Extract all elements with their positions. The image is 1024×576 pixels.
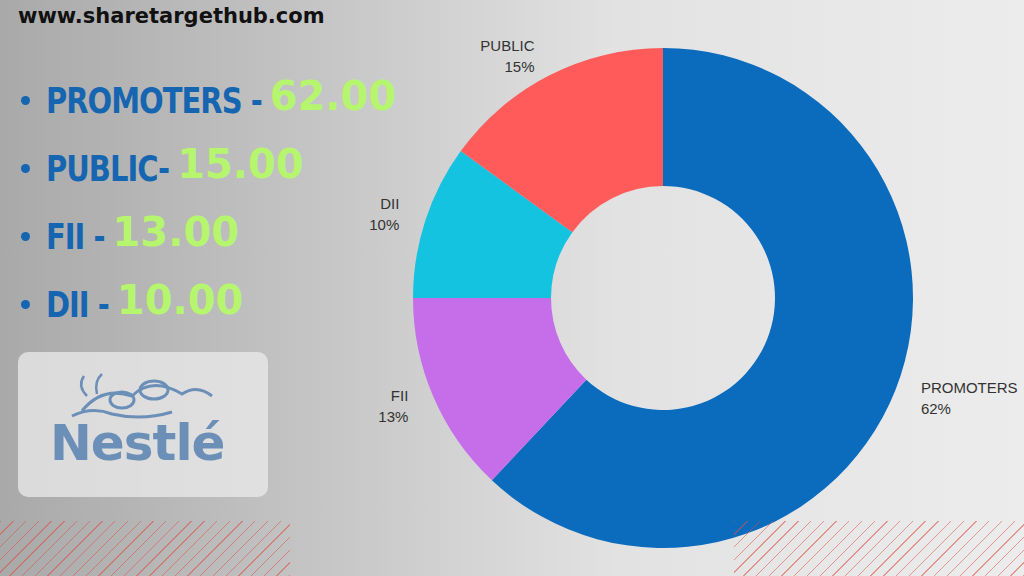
svg-text:DII: DII <box>380 195 399 212</box>
svg-text:PUBLIC: PUBLIC <box>480 37 534 54</box>
html-text:www.sharetargethub.com: www.sharetargethub.com <box>18 4 325 28</box>
html-text:DII - 10.00: DII - 10.00 <box>46 277 244 326</box>
svg-text:62%: 62% <box>921 400 951 417</box>
html-text:PROMOTERS - 62.00: PROMOTERS - 62.00 <box>46 73 397 122</box>
svg-text:15%: 15% <box>504 58 534 75</box>
html-text:PUBLIC- 15.00: PUBLIC- 15.00 <box>46 141 304 190</box>
html-text:FII - 13.00: FII - 13.00 <box>46 209 240 258</box>
html-text:Nestlé: Nestlé <box>50 414 225 472</box>
svg-text:13%: 13% <box>378 408 408 425</box>
svg-text:PROMOTERS: PROMOTERS <box>921 379 1018 396</box>
svg-text:FII: FII <box>391 387 409 404</box>
svg-text:10%: 10% <box>369 216 399 233</box>
